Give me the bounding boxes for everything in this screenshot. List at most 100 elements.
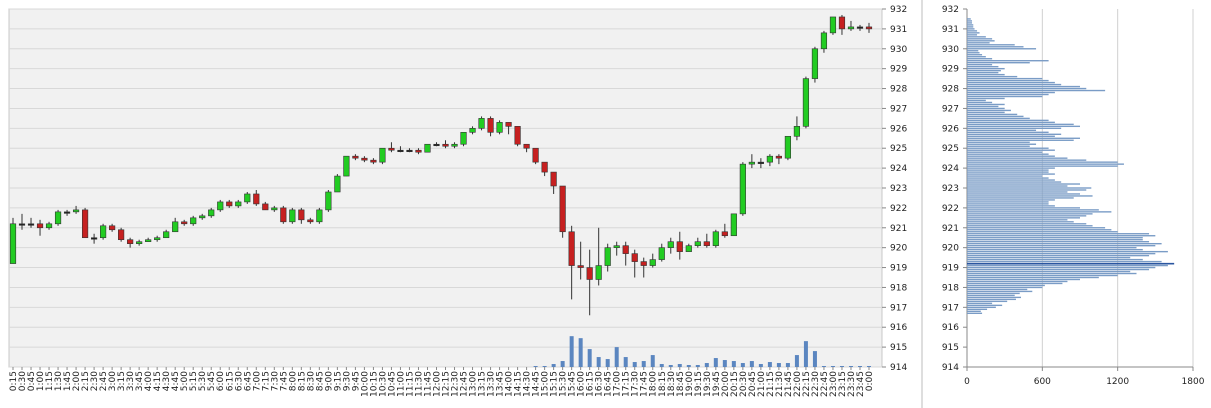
candle-body xyxy=(109,225,116,231)
x-tick-label: 21:00 xyxy=(757,371,767,397)
volume-bar xyxy=(650,355,655,367)
profile-bar xyxy=(967,235,1156,237)
volume-bar xyxy=(578,338,583,367)
x-tick-label: 7:15 xyxy=(261,371,271,391)
profile-bar xyxy=(967,175,1043,177)
candle-body xyxy=(631,253,638,262)
candle-body xyxy=(829,16,837,34)
x-tick-label: 10:15 xyxy=(369,371,379,397)
profile-bar xyxy=(967,161,1118,163)
x-tick-label: 3:45 xyxy=(135,371,145,391)
candle-body xyxy=(72,209,80,213)
x-tick-label: 18:45 xyxy=(676,371,686,397)
profile-bar xyxy=(967,165,1118,167)
candle-body xyxy=(496,122,503,133)
x-tick-label: 22:15 xyxy=(802,371,812,397)
x-tick-label: 10:45 xyxy=(387,371,397,397)
profile-bar xyxy=(967,211,1112,213)
candle-body xyxy=(568,231,575,266)
profile-bar xyxy=(967,237,1143,239)
profile-bar xyxy=(967,18,971,20)
x-tick-label: 1:15 xyxy=(45,371,55,391)
candle-body xyxy=(226,201,233,207)
profile-bar xyxy=(967,105,999,108)
x-tick-label: 9:30 xyxy=(342,371,352,391)
profile-bar xyxy=(967,258,1143,261)
profile-bar xyxy=(967,34,978,36)
candle-body xyxy=(694,241,701,246)
candle-body xyxy=(577,265,584,268)
candle-body xyxy=(9,223,17,264)
x-tick-label: 1:00 xyxy=(36,371,46,391)
volume-bar xyxy=(605,359,610,367)
volume-bar xyxy=(686,365,691,367)
candle-body xyxy=(802,78,810,127)
candle-body xyxy=(757,161,764,164)
volume-bar xyxy=(758,364,763,367)
y-tick-label: 927 xyxy=(890,104,907,114)
profile-bar xyxy=(967,223,1087,225)
x-tick-label: 14:45 xyxy=(532,371,542,397)
candle-body xyxy=(469,128,476,133)
profile-bar xyxy=(967,294,1015,297)
candle-body xyxy=(595,265,602,280)
profile-bar xyxy=(967,131,1049,134)
y-tick-label: 926 xyxy=(890,124,907,134)
profile-bar xyxy=(967,69,1001,72)
candle-body xyxy=(316,209,323,223)
profile-bar xyxy=(967,244,1156,247)
candle-body xyxy=(36,223,44,229)
profile-bar xyxy=(967,93,1049,96)
profile-bar xyxy=(967,282,1063,285)
volume-bar xyxy=(623,357,628,367)
profile-bar xyxy=(967,177,1049,179)
x-tick-label: 20:45 xyxy=(748,371,758,397)
profile-bar xyxy=(967,143,1037,145)
profile-bar xyxy=(967,137,1080,139)
x-tick-label: 6:00 xyxy=(216,371,226,391)
x-tick-label: 4:45 xyxy=(171,371,181,391)
profile-bar xyxy=(967,288,1028,291)
volume-bar xyxy=(740,363,745,367)
candle-body xyxy=(676,241,683,252)
candle-body xyxy=(262,203,269,211)
profile-bar xyxy=(967,97,1005,100)
x-tick-label: 20:15 xyxy=(730,371,740,397)
x-tick-label: 21:30 xyxy=(775,371,785,397)
profile-bar xyxy=(967,30,978,32)
volume-bar xyxy=(794,355,799,367)
y-tick-label: 932 xyxy=(890,5,907,15)
profile-bar xyxy=(967,147,1049,149)
x-tick-label: 6:30 xyxy=(234,371,244,391)
x-tick-label: 23:30 xyxy=(847,371,857,397)
y-tick-label: 929 xyxy=(890,65,907,75)
volume-bars xyxy=(533,336,871,367)
candle-body xyxy=(730,213,737,237)
candle-body xyxy=(91,237,98,240)
profile-bar xyxy=(967,141,1030,143)
profile-bar xyxy=(967,44,1015,46)
y-tick-label: 921 xyxy=(890,224,907,234)
profile-bar xyxy=(967,312,983,314)
profile-bar xyxy=(967,73,1005,76)
x-tick-label: 4:15 xyxy=(153,371,163,391)
profile-bar xyxy=(967,248,1143,251)
candle-body xyxy=(820,32,828,50)
candle-body xyxy=(658,247,665,260)
profile-bar xyxy=(967,40,995,42)
x-tick-label: 1:45 xyxy=(63,371,73,391)
profile-bar xyxy=(967,56,986,58)
y-tick-label: 922 xyxy=(890,204,907,214)
x-tick-label: 13:00 xyxy=(469,371,479,397)
candle-body xyxy=(181,221,188,225)
profile-bar xyxy=(967,157,1068,159)
profile-y-tick-label: 924 xyxy=(942,164,959,174)
price-axis-labels: 914 915 916 917 918 919 920 921 922 923 924 925 926 9… xyxy=(882,5,907,373)
profile-bar xyxy=(967,298,1016,301)
profile-bar xyxy=(967,225,1093,227)
profile-bar xyxy=(967,260,1162,263)
candle-body xyxy=(208,209,215,217)
x-tick-label: 14:00 xyxy=(505,371,515,397)
